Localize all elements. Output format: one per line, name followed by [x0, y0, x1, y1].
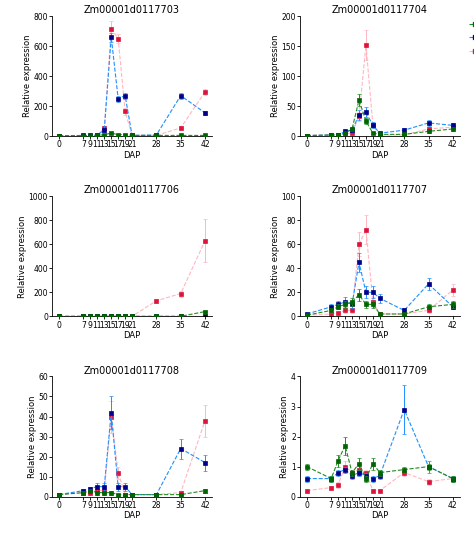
- Title: Zm00001d0117709: Zm00001d0117709: [332, 366, 428, 376]
- Title: Zm00001d0117707: Zm00001d0117707: [332, 185, 428, 195]
- Title: Zm00001d0117703: Zm00001d0117703: [84, 5, 180, 15]
- Y-axis label: Relative expression: Relative expression: [28, 395, 37, 478]
- Y-axis label: Relative expression: Relative expression: [281, 395, 290, 478]
- X-axis label: DAP: DAP: [123, 331, 141, 340]
- Y-axis label: Relative expression: Relative expression: [18, 215, 27, 297]
- X-axis label: DAP: DAP: [371, 511, 389, 520]
- Y-axis label: Relative expression: Relative expression: [271, 35, 280, 117]
- Title: Zm00001d0117704: Zm00001d0117704: [332, 5, 428, 15]
- Title: Zm00001d0117706: Zm00001d0117706: [84, 185, 180, 195]
- Legend: Zheng58, Z22, Chang7-2: Zheng58, Z22, Chang7-2: [467, 18, 474, 58]
- X-axis label: DAP: DAP: [371, 151, 389, 160]
- Y-axis label: Relative expression: Relative expression: [23, 35, 32, 117]
- X-axis label: DAP: DAP: [123, 151, 141, 160]
- X-axis label: DAP: DAP: [371, 331, 389, 340]
- X-axis label: DAP: DAP: [123, 511, 141, 520]
- Y-axis label: Relative expression: Relative expression: [271, 215, 280, 297]
- Title: Zm00001d0117708: Zm00001d0117708: [84, 366, 180, 376]
